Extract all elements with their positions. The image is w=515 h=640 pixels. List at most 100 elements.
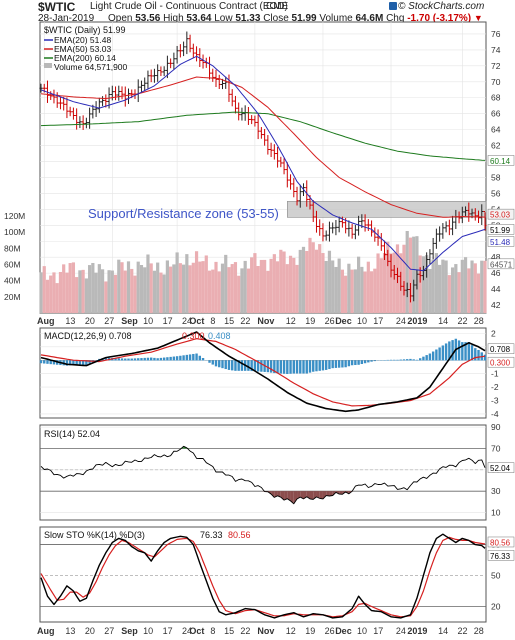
volume-bar (402, 244, 406, 313)
macd-tick-label: -4 (491, 409, 499, 419)
volume-bar (473, 263, 477, 313)
sto-x-tick-label: 14 (438, 626, 448, 636)
sto-x-tick-label: 26 (325, 626, 335, 636)
volume-bar (165, 260, 169, 313)
ema200-tag-box (487, 155, 515, 166)
volume-bar (266, 270, 270, 313)
macd-histogram-bar (253, 360, 257, 372)
macd-histogram-bar (422, 356, 425, 361)
rsi-tick-label: 90 (491, 422, 501, 432)
macd-tick-label: -2 (491, 382, 499, 392)
macd-hist-legend: 0.408 (208, 331, 231, 341)
macd-histogram-bar (175, 356, 179, 361)
price-x-tick-label: 10 (357, 316, 367, 326)
price-tick-label: 72 (491, 61, 501, 71)
macd-histogram-bar (250, 360, 253, 372)
volume-bar (120, 262, 124, 313)
macd-histogram-bar (341, 360, 344, 368)
macd-histogram-bar (88, 360, 91, 364)
macd-histogram-bar (386, 359, 389, 361)
macd-histogram-bar (279, 360, 283, 374)
quote-date: 28-Jan-2019 (38, 13, 95, 24)
macd-histogram-bar (78, 360, 82, 366)
macd-histogram-bar (214, 360, 218, 367)
volume-bar (88, 265, 92, 313)
volume-bar (308, 237, 312, 313)
volume-bar (71, 262, 76, 313)
rsi-tick-label: 10 (491, 508, 501, 518)
macd-histogram-bar (153, 357, 156, 361)
price-tick-label: 64 (491, 125, 501, 135)
sto-x-tick-label: 15 (224, 626, 234, 636)
macd-histogram-bar (337, 360, 341, 368)
macd-histogram-bar (195, 353, 198, 361)
macd-histogram-bar (470, 345, 474, 361)
macd-histogram-bar (334, 360, 338, 368)
macd-histogram-bar (328, 360, 331, 370)
volume-bar (256, 265, 260, 313)
volume-bar (483, 260, 487, 313)
macd-histogram-bar (172, 356, 176, 361)
volume-bar (360, 266, 364, 313)
macd-histogram-bar (402, 359, 406, 361)
volume-bar (113, 274, 118, 313)
volume-bar (344, 275, 348, 313)
volume-bar (55, 283, 59, 313)
macd-histogram-bar (354, 360, 357, 366)
volume-bar (389, 253, 393, 313)
volume-bar (62, 264, 66, 313)
volume-bar (357, 256, 361, 313)
volume-bar (42, 266, 46, 313)
volume-bar (198, 261, 202, 313)
price-x-tick-label: Dec (335, 316, 352, 326)
volume-bar (130, 268, 134, 313)
rsi-tick-label: 30 (491, 486, 501, 496)
macd-histogram-bar (127, 358, 130, 361)
volume-bar (237, 275, 241, 313)
price-tick-label: 62 (491, 141, 501, 151)
macd-histogram-bar (360, 360, 364, 365)
sto-k-tag-box (487, 550, 515, 561)
volume-bar (211, 269, 215, 313)
volume-bar (81, 269, 85, 313)
brand-label[interactable]: © StockCharts.com (398, 1, 485, 12)
volume-bar (227, 267, 231, 313)
macd-histogram-bar (344, 360, 347, 368)
macd-histogram-bar (435, 349, 438, 361)
volume-bar (152, 270, 157, 313)
volume-bar (282, 251, 286, 313)
change-label: Chg (386, 13, 405, 24)
macd-histogram-bar (308, 360, 312, 373)
volume-bar (460, 259, 464, 313)
macd-histogram-bar (389, 359, 393, 361)
volume-bar (185, 254, 189, 313)
macd-histogram-bar (461, 342, 464, 361)
sto-tick-label: 50 (491, 571, 501, 581)
volume-bar (139, 264, 144, 313)
macd-histogram-bar (211, 360, 214, 365)
macd-histogram-bar (357, 360, 360, 365)
volume-bar (386, 241, 390, 313)
open-value: 53.56 (135, 13, 161, 24)
rsi-oversold-fill (326, 491, 330, 497)
price-x-tick-label: 28 (474, 316, 484, 326)
volume-bar (438, 264, 442, 313)
ema200-line (40, 111, 486, 161)
volume-bar (224, 254, 228, 313)
volume-bar (100, 269, 105, 313)
macd-histogram-bar (49, 360, 52, 365)
volume-legend: Volume 64,571,900 (54, 62, 128, 72)
rsi-oversold-fill (329, 491, 333, 497)
rsi-panel (39, 424, 487, 521)
macd-histogram-bar (393, 359, 396, 361)
macd-histogram-bar (52, 360, 56, 365)
volume-bar (230, 264, 234, 313)
sto-x-tick-label: Nov (257, 626, 274, 636)
macd-histogram-bar (383, 360, 386, 361)
ema200-legend: EMA(200) 60.14 (54, 53, 116, 63)
sto-x-tick-label: 20 (85, 626, 95, 636)
macd-histogram-bar (418, 358, 422, 361)
macd-histogram-bar (273, 360, 276, 374)
volume-bar (288, 255, 293, 313)
change-value: -1.70 (-3.17%) (407, 13, 472, 24)
